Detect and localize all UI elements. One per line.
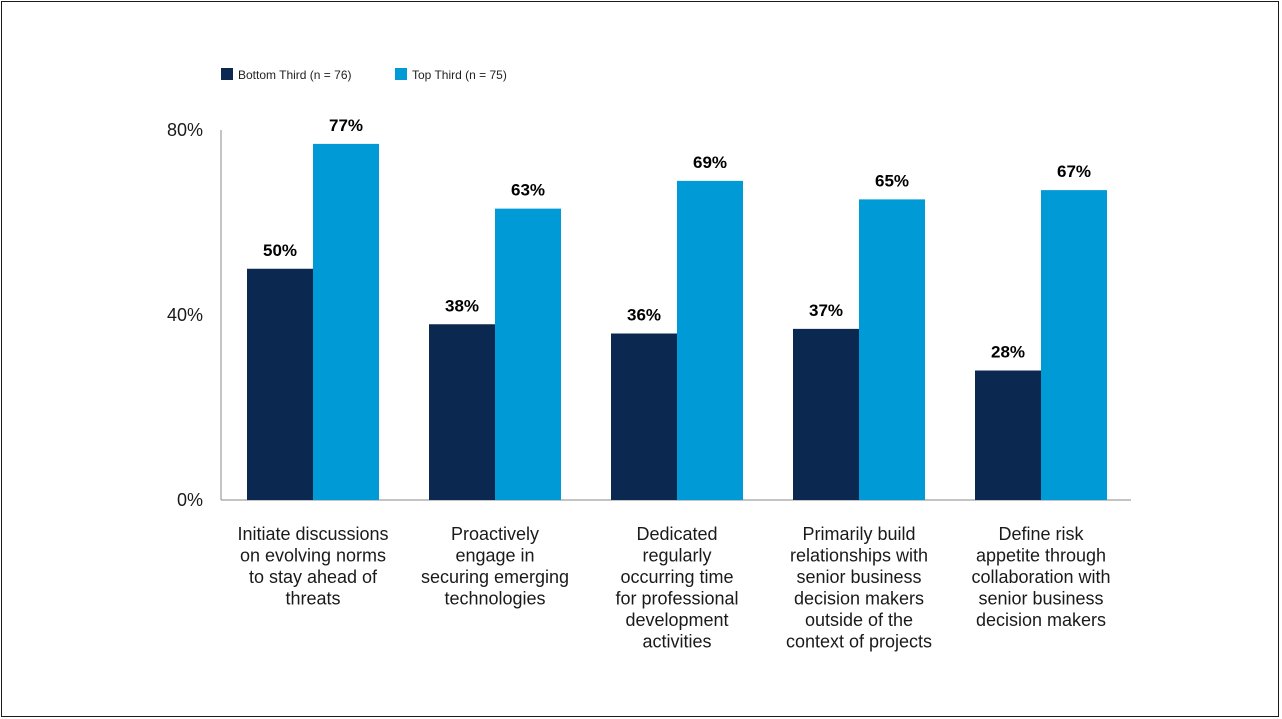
- y-tick-label: 80%: [167, 120, 203, 140]
- bars: [247, 143, 1107, 500]
- bar: [975, 370, 1041, 500]
- data-label: 67%: [1057, 162, 1091, 181]
- bar: [429, 324, 495, 500]
- bar: [677, 180, 743, 500]
- legend-label: Bottom Third (n = 76): [238, 68, 352, 82]
- data-label: 77%: [329, 116, 363, 135]
- legend: Bottom Third (n = 76) Top Third (n = 75): [221, 68, 507, 82]
- value-labels: 50% 77% 38% 63% 36% 69% 37% 65% 28% 67%: [263, 116, 1091, 362]
- category-label: Proactively engage in securing emerging tec…: [421, 524, 569, 609]
- bar: [247, 268, 313, 500]
- legend-label: Top Third (n = 75): [412, 68, 507, 82]
- data-label: 69%: [693, 153, 727, 172]
- bar: [1041, 190, 1107, 500]
- category-label: Define risk appetite through collaboration…: [971, 524, 1110, 630]
- y-tick-label: 0%: [177, 490, 203, 510]
- bar: [859, 199, 925, 500]
- data-label: 50%: [263, 241, 297, 260]
- legend-swatch: [221, 68, 233, 80]
- bar: [611, 333, 677, 500]
- bar: [793, 328, 859, 500]
- bar: [313, 143, 379, 500]
- category-label: Dedicated regularly occurring time for prof…: [615, 524, 738, 652]
- data-label: 63%: [511, 181, 545, 200]
- data-label: 65%: [875, 171, 909, 190]
- bar: [495, 208, 561, 500]
- category-labels: Initiate discussions on evolving norms to …: [237, 524, 1110, 652]
- y-tick-label: 40%: [167, 305, 203, 325]
- data-label: 36%: [627, 306, 661, 325]
- y-axis-ticks: 0% 40% 80%: [167, 120, 203, 510]
- data-label: 28%: [991, 343, 1025, 362]
- data-label: 38%: [445, 296, 479, 315]
- category-label: Initiate discussions on evolving norms to …: [237, 524, 388, 609]
- legend-swatch: [395, 68, 407, 80]
- data-label: 37%: [809, 301, 843, 320]
- category-label: Primarily build relationships with senior …: [786, 524, 932, 652]
